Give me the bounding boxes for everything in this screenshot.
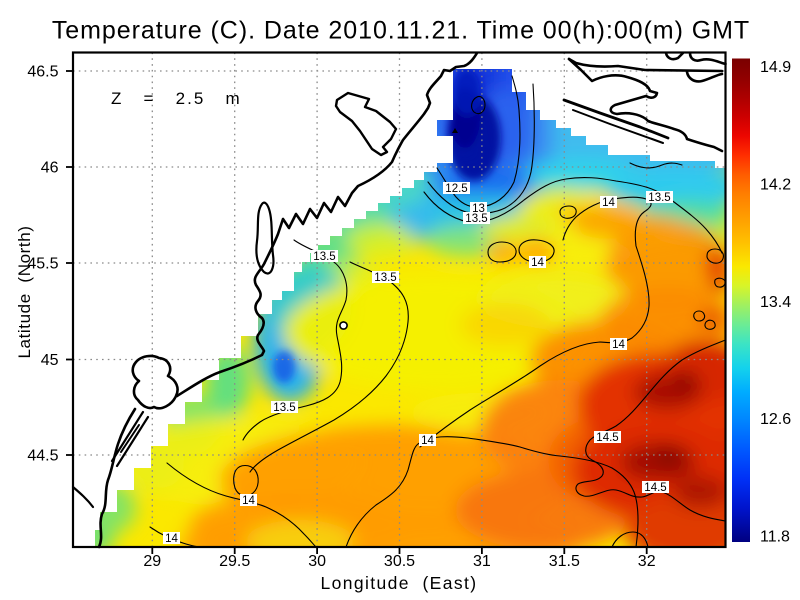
svg-text:29.5: 29.5 — [219, 553, 250, 570]
svg-text:30: 30 — [308, 553, 326, 570]
svg-text:14: 14 — [531, 257, 544, 269]
svg-text:44.5: 44.5 — [27, 448, 58, 465]
svg-text:14: 14 — [421, 435, 434, 447]
svg-text:13.5: 13.5 — [374, 272, 396, 284]
svg-text:45.5: 45.5 — [27, 256, 58, 273]
svg-text:Temperature (C). Date 2010.11.: Temperature (C). Date 2010.11.21. Time 0… — [52, 17, 750, 45]
svg-text:11.8: 11.8 — [760, 529, 790, 546]
svg-text:31: 31 — [473, 553, 491, 570]
svg-text:14.5: 14.5 — [596, 432, 618, 444]
svg-text:14.5: 14.5 — [644, 482, 666, 494]
svg-text:45: 45 — [41, 352, 59, 369]
svg-text:13.5: 13.5 — [313, 251, 335, 263]
svg-text:46: 46 — [41, 160, 59, 177]
svg-text:14: 14 — [165, 533, 178, 545]
svg-text:32: 32 — [638, 553, 656, 570]
svg-text:13.5: 13.5 — [648, 192, 670, 204]
svg-text:13.5: 13.5 — [465, 213, 487, 225]
svg-text:14.9: 14.9 — [760, 59, 791, 76]
svg-text:14: 14 — [242, 495, 255, 507]
svg-text:30.5: 30.5 — [384, 553, 415, 570]
svg-text:31.5: 31.5 — [549, 553, 580, 570]
svg-text:Longitude (East): Longitude (East) — [320, 573, 477, 593]
svg-text:12.5: 12.5 — [445, 183, 467, 195]
svg-text:Z = 2.5 m: Z = 2.5 m — [111, 89, 242, 108]
svg-text:13.5: 13.5 — [273, 402, 295, 414]
svg-text:Latitude (North): Latitude (North) — [15, 225, 34, 358]
svg-text:12.6: 12.6 — [760, 411, 791, 428]
svg-text:14: 14 — [612, 339, 625, 351]
svg-text:13.4: 13.4 — [760, 294, 791, 311]
svg-text:14.2: 14.2 — [760, 177, 791, 194]
svg-text:46.5: 46.5 — [27, 64, 58, 81]
svg-text:29: 29 — [143, 553, 161, 570]
svg-text:14: 14 — [602, 197, 615, 209]
